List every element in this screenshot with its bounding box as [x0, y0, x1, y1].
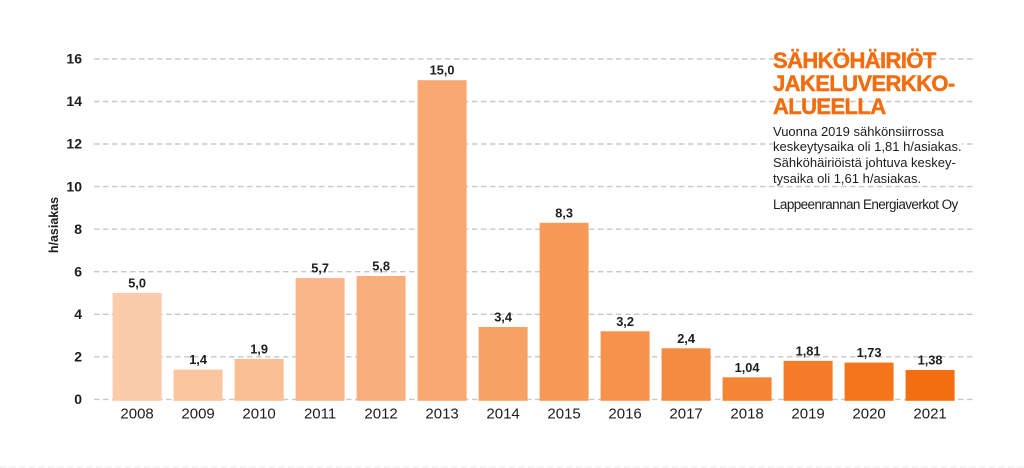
svg-text:2016: 2016 — [608, 406, 641, 423]
svg-text:16: 16 — [66, 51, 82, 67]
svg-text:10: 10 — [66, 178, 82, 194]
svg-text:2020: 2020 — [852, 406, 885, 423]
svg-text:1,4: 1,4 — [189, 352, 208, 367]
svg-text:2012: 2012 — [364, 406, 397, 423]
svg-text:2017: 2017 — [669, 406, 702, 423]
svg-text:1,38: 1,38 — [918, 353, 943, 368]
svg-text:5,0: 5,0 — [128, 276, 146, 291]
svg-text:8: 8 — [74, 221, 82, 237]
svg-text:2008: 2008 — [120, 406, 153, 423]
svg-text:2013: 2013 — [425, 406, 458, 423]
svg-text:2014: 2014 — [486, 406, 519, 423]
svg-text:6: 6 — [74, 263, 82, 279]
svg-text:3,2: 3,2 — [616, 314, 634, 329]
svg-text:14: 14 — [66, 93, 82, 109]
svg-text:4: 4 — [74, 306, 82, 322]
svg-text:h/asiakas: h/asiakas — [47, 197, 61, 253]
svg-text:2: 2 — [74, 349, 82, 365]
svg-text:5,7: 5,7 — [311, 261, 329, 276]
svg-text:2,4: 2,4 — [677, 331, 696, 346]
svg-text:8,3: 8,3 — [555, 205, 573, 220]
svg-text:1,73: 1,73 — [857, 345, 882, 360]
svg-text:2018: 2018 — [730, 406, 763, 423]
svg-text:1,81: 1,81 — [796, 343, 821, 358]
svg-text:2021: 2021 — [913, 406, 946, 423]
svg-text:3,4: 3,4 — [494, 310, 513, 325]
svg-text:2010: 2010 — [242, 406, 275, 423]
svg-text:0: 0 — [74, 391, 82, 407]
svg-text:2015: 2015 — [547, 406, 580, 423]
svg-text:2019: 2019 — [791, 406, 824, 423]
svg-text:2011: 2011 — [304, 406, 336, 423]
svg-text:1,04: 1,04 — [735, 360, 761, 375]
svg-text:12: 12 — [66, 136, 82, 152]
svg-text:1,9: 1,9 — [250, 342, 268, 357]
svg-text:15,0: 15,0 — [430, 63, 455, 78]
svg-text:2009: 2009 — [181, 406, 214, 423]
svg-text:5,8: 5,8 — [372, 259, 390, 274]
